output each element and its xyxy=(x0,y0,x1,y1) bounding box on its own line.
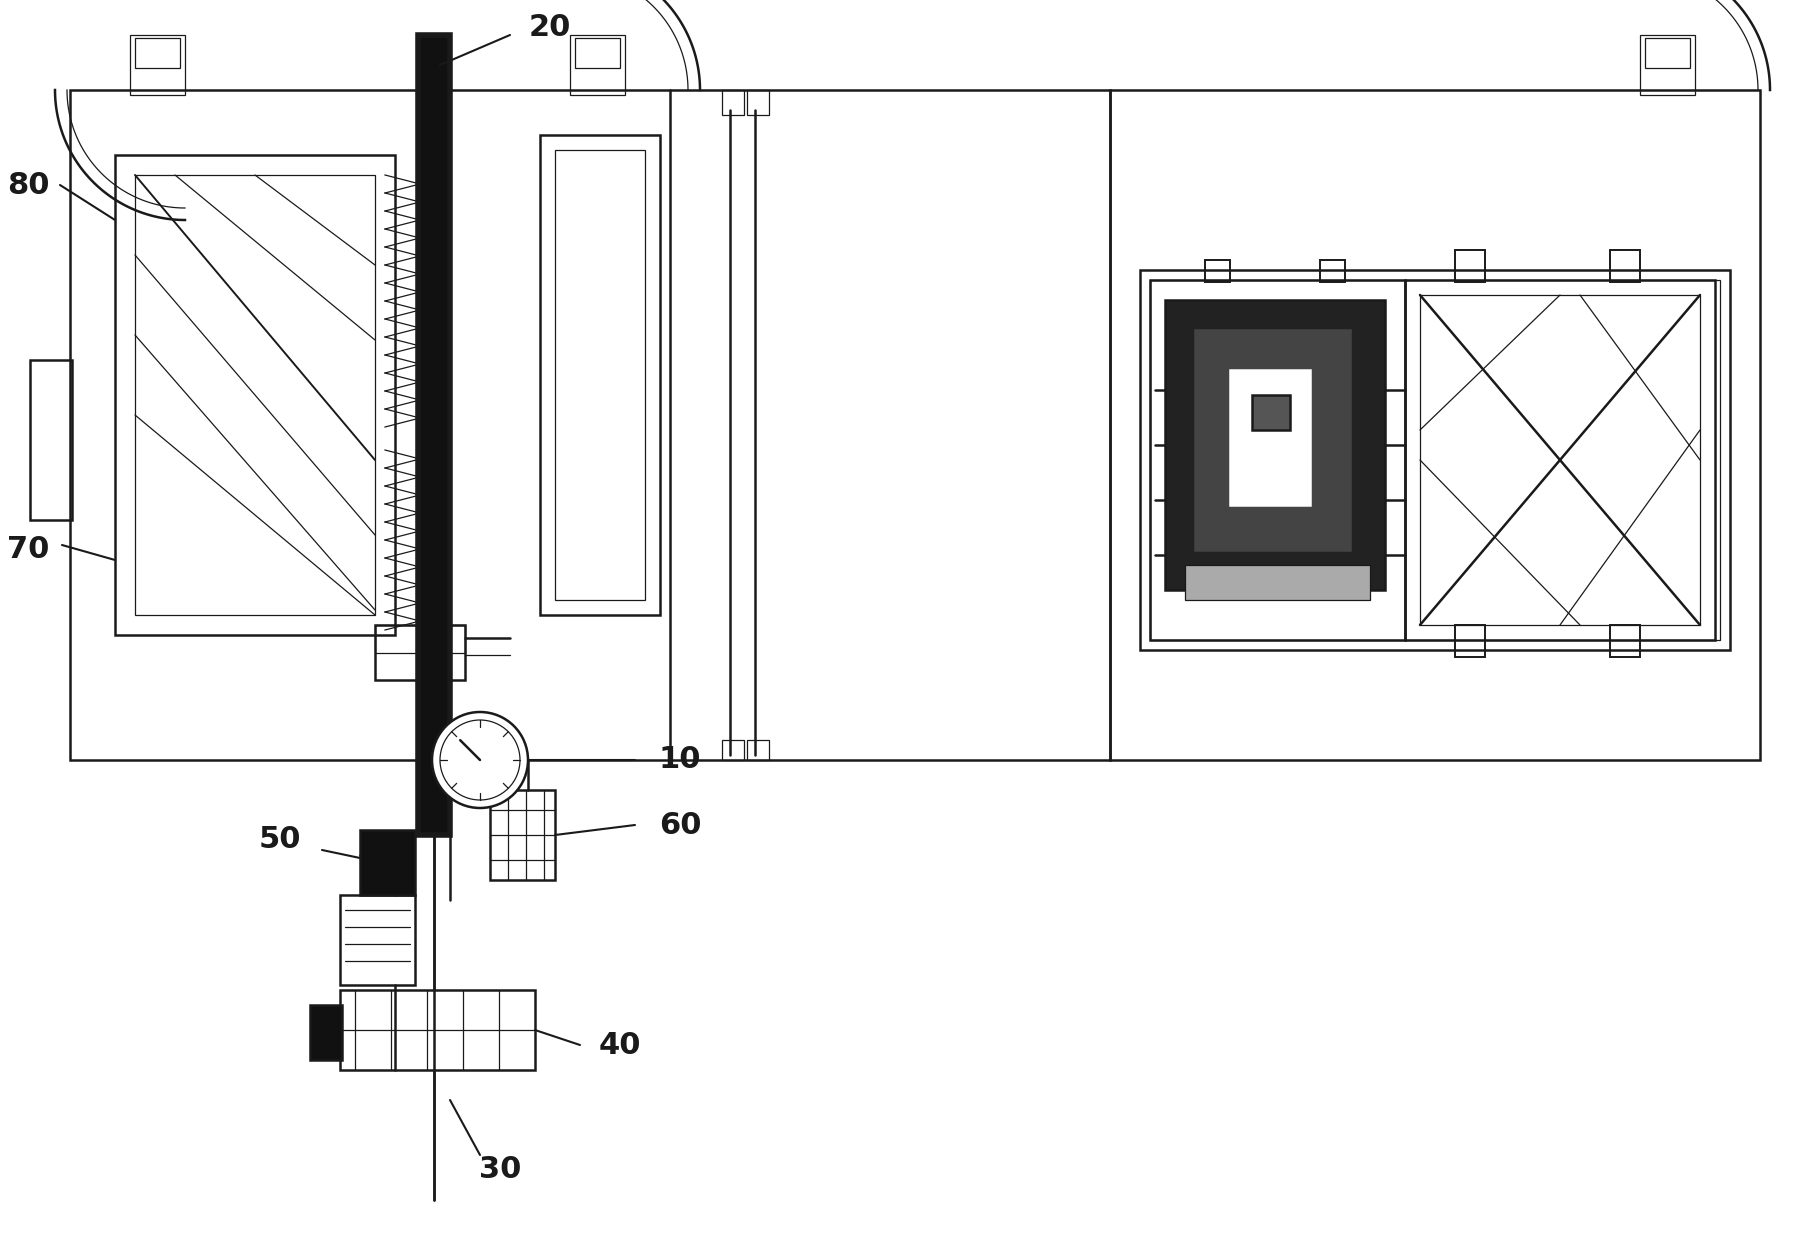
Text: 60: 60 xyxy=(660,810,701,839)
Bar xyxy=(1421,295,1701,625)
Bar xyxy=(1165,300,1385,590)
Text: 70: 70 xyxy=(7,535,49,564)
Bar xyxy=(374,625,465,680)
Bar xyxy=(418,35,451,835)
Bar xyxy=(1319,260,1345,283)
Bar xyxy=(1610,250,1641,283)
Bar xyxy=(134,176,374,615)
Bar xyxy=(1405,280,1715,640)
Bar xyxy=(574,39,620,68)
Bar xyxy=(1110,90,1761,759)
Bar xyxy=(311,1005,342,1059)
Bar xyxy=(1185,565,1370,600)
Bar xyxy=(451,90,1110,759)
Bar xyxy=(340,990,534,1069)
Bar xyxy=(1139,270,1730,650)
Bar xyxy=(31,360,73,520)
Bar xyxy=(747,740,769,759)
Bar xyxy=(374,625,465,652)
Bar xyxy=(554,149,645,600)
Bar xyxy=(540,134,660,615)
Text: 40: 40 xyxy=(600,1031,641,1059)
Bar xyxy=(114,154,394,635)
Bar xyxy=(1196,330,1350,550)
Text: 10: 10 xyxy=(660,746,701,774)
Bar xyxy=(491,791,554,880)
Bar xyxy=(721,90,743,115)
Bar xyxy=(747,90,769,115)
Bar xyxy=(721,740,743,759)
Bar xyxy=(360,830,414,895)
Text: 30: 30 xyxy=(480,1155,521,1184)
Bar xyxy=(1252,395,1290,430)
Bar xyxy=(340,895,414,985)
Bar xyxy=(131,35,185,95)
Bar xyxy=(1455,250,1484,283)
Text: 20: 20 xyxy=(529,14,571,42)
Text: 80: 80 xyxy=(7,171,49,199)
Circle shape xyxy=(432,712,529,808)
Bar xyxy=(1230,370,1310,505)
Bar xyxy=(1150,280,1405,640)
Bar xyxy=(1455,625,1484,657)
Bar xyxy=(1641,35,1695,95)
Bar xyxy=(571,35,625,95)
Text: 50: 50 xyxy=(258,825,302,854)
Bar xyxy=(1150,280,1721,640)
Bar xyxy=(1205,260,1230,283)
Bar xyxy=(1610,625,1641,657)
Bar xyxy=(134,39,180,68)
Bar xyxy=(71,90,431,759)
Bar xyxy=(1644,39,1690,68)
